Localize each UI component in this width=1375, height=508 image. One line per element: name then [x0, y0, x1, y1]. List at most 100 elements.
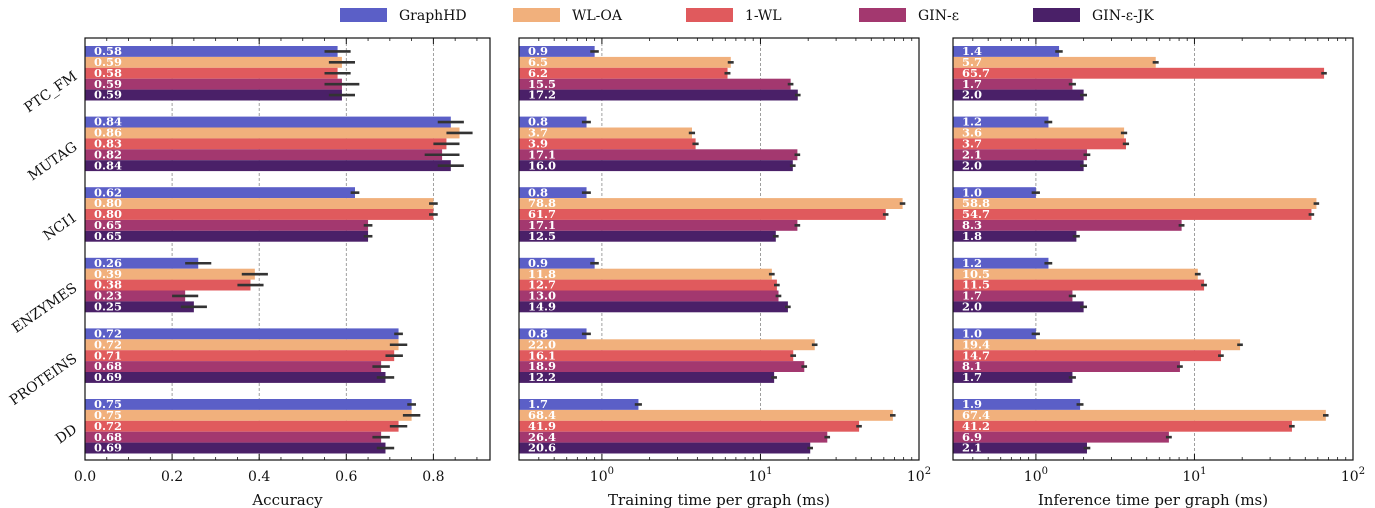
dataset-label-enzymes: ENZYMES: [9, 280, 80, 336]
bar-value-label: 0.80: [94, 207, 122, 221]
bar-value-label: 26.4: [528, 430, 556, 444]
bar-ptc-fm-gin: [85, 78, 342, 90]
bar-value-label: 0.9: [528, 44, 548, 58]
bar-value-label: 8.1: [962, 359, 982, 373]
bar-mutag-gin: [519, 149, 798, 161]
bar-nci1-wl-oa: [85, 198, 434, 209]
x-tick-label: 0.2: [161, 469, 183, 485]
bar-nci1-1-wl: [953, 209, 1312, 220]
bar-proteins-1-wl: [85, 350, 395, 362]
bar-value-label: 0.69: [94, 441, 122, 455]
bar-ptc-fm-graphhd: [519, 46, 595, 57]
bar-value-label: 8.3: [962, 218, 982, 232]
bar-nci1-1-wl: [85, 209, 434, 220]
bar-value-label: 61.7: [528, 207, 556, 221]
bar-value-label: 6.2: [528, 66, 548, 80]
bar-enzymes-graphhd: [953, 257, 1049, 269]
chart-panel-3: 100 101 1021.45.765.71.72.01.23.63.72.12.0…: [952, 37, 1365, 508]
bar-value-label: 17.1: [528, 147, 556, 161]
bar-value-label: 0.26: [94, 256, 122, 270]
bar-mutag-1-wl: [519, 138, 696, 150]
bar-dd-gin: [953, 431, 1169, 443]
bar-dd-gin: [519, 431, 828, 443]
bar-ptc-fm-gin-jk: [953, 89, 1084, 101]
bar-value-label: 0.8: [528, 327, 548, 341]
bar-enzymes-1-wl: [953, 279, 1205, 291]
plot-frame: [518, 37, 920, 461]
bar-dd-gin: [85, 431, 382, 443]
bar-mutag-graphhd: [953, 116, 1049, 128]
bar-enzymes-graphhd: [519, 257, 595, 269]
bar-value-label: 12.2: [528, 370, 556, 384]
bar-value-label: 0.72: [94, 419, 122, 433]
bar-value-label: 0.59: [94, 88, 122, 102]
bar-value-label: 0.75: [94, 408, 122, 422]
bar-value-label: 0.23: [94, 289, 122, 303]
bar-mutag-gin: [953, 149, 1087, 161]
bar-enzymes-gin-jk: [519, 301, 788, 313]
bar-nci1-graphhd: [519, 187, 587, 199]
bar-value-label: 0.38: [94, 278, 122, 292]
x-axis-label: Training time per graph (ms): [608, 491, 830, 508]
x-tick-label: 100: [590, 466, 614, 485]
bar-ptc-fm-gin: [519, 78, 791, 90]
bar-proteins-1-wl: [519, 350, 794, 362]
bar-dd-wl-oa: [85, 409, 412, 421]
bar-value-label: 3.7: [528, 126, 548, 140]
bar-value-label: 1.7: [962, 289, 982, 303]
bar-value-label: 0.84: [94, 158, 122, 172]
bar-value-label: 0.59: [94, 55, 122, 69]
bar-ptc-fm-gin-jk: [85, 89, 342, 101]
bar-value-label: 2.1: [962, 147, 982, 161]
x-tick-label: 0.4: [248, 469, 270, 485]
bar-ptc-fm-graphhd: [85, 46, 338, 57]
bar-value-label: 1.2: [962, 256, 982, 270]
x-tick-label: 102: [1341, 466, 1365, 485]
bar-value-label: 0.86: [94, 126, 122, 140]
bar-value-label: 0.80: [94, 196, 122, 210]
bar-value-label: 16.0: [528, 158, 556, 172]
bar-ptc-fm-gin-jk: [519, 89, 798, 101]
bar-enzymes-gin-jk: [953, 301, 1084, 313]
bar-proteins-1-wl: [953, 350, 1221, 362]
bar-enzymes-1-wl: [85, 279, 251, 291]
bar-value-label: 1.0: [962, 185, 982, 199]
bar-value-label: 1.7: [962, 77, 982, 91]
bar-proteins-graphhd: [953, 328, 1036, 340]
bar-mutag-wl-oa: [953, 127, 1125, 139]
bar-proteins-wl-oa: [85, 339, 399, 351]
bar-dd-gin-jk: [85, 442, 386, 454]
bar-mutag-1-wl: [953, 138, 1126, 150]
bar-value-label: 0.65: [94, 229, 122, 243]
bar-value-label: 10.5: [962, 267, 990, 281]
bar-proteins-gin: [953, 361, 1180, 372]
bar-value-label: 12.5: [528, 229, 556, 243]
bar-enzymes-wl-oa: [85, 268, 255, 280]
bar-nci1-gin: [519, 219, 798, 231]
bar-dd-1-wl: [85, 420, 399, 432]
bar-value-label: 54.7: [962, 207, 990, 221]
bar-ptc-fm-1-wl: [519, 67, 728, 79]
bar-dd-graphhd: [85, 399, 412, 410]
bar-mutag-1-wl: [85, 138, 447, 150]
chart-panels: 0.0 0.2 0.4 0.6 0.80.580.590.580.590.590.840…: [7, 37, 1365, 508]
bar-ptc-fm-gin: [953, 78, 1073, 90]
legend-label-wl-oa: WL-OA: [572, 8, 623, 24]
bar-value-label: 6.9: [962, 430, 982, 444]
bar-proteins-gin-jk: [85, 372, 386, 383]
bar-value-label: 0.83: [94, 137, 122, 151]
dataset-label-dd: DD: [53, 421, 81, 447]
legend: GraphHD WL-OA 1-WL GIN-ε GIN-ε-JK: [340, 8, 1154, 24]
bar-value-label: 15.5: [528, 77, 556, 91]
bar-value-label: 68.4: [528, 408, 556, 422]
bar-nci1-graphhd: [85, 187, 355, 199]
bar-value-label: 0.72: [94, 337, 122, 351]
legend-swatch-gin: [859, 8, 906, 22]
bar-nci1-gin-jk: [85, 230, 369, 242]
bar-ptc-fm-wl-oa: [953, 56, 1156, 68]
bar-ptc-fm-graphhd: [953, 46, 1060, 57]
bar-nci1-gin: [953, 219, 1182, 231]
bar-value-label: 0.62: [94, 185, 122, 199]
bar-value-label: 2.0: [962, 300, 982, 314]
bar-value-label: 1.8: [962, 229, 982, 243]
